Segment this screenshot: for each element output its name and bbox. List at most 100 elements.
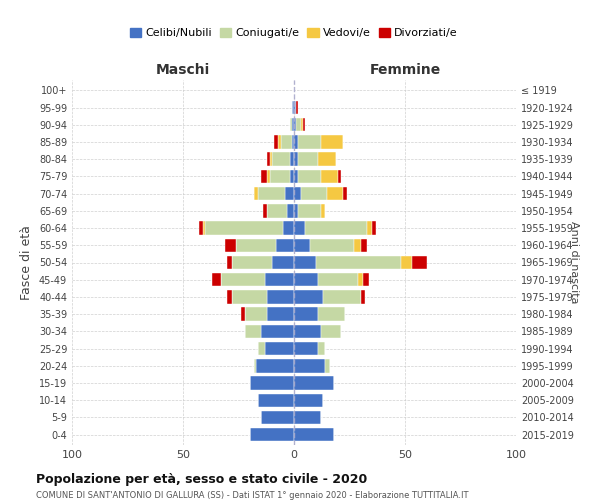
Bar <box>254 187 259 200</box>
Bar <box>199 222 203 235</box>
Bar <box>269 170 290 183</box>
Bar <box>259 187 285 200</box>
Bar <box>274 136 278 148</box>
Bar <box>323 290 361 304</box>
Bar <box>278 136 281 148</box>
Bar <box>319 342 325 355</box>
Bar <box>298 170 320 183</box>
Bar <box>265 342 294 355</box>
Bar <box>294 187 301 200</box>
Bar <box>281 136 292 148</box>
Bar <box>294 273 319 286</box>
Bar <box>316 256 401 269</box>
Bar <box>265 273 294 286</box>
Bar <box>260 170 268 183</box>
Bar <box>358 273 363 286</box>
Bar <box>292 101 294 114</box>
Bar <box>259 342 265 355</box>
Bar <box>361 290 365 304</box>
Bar <box>227 290 232 304</box>
Bar <box>294 238 310 252</box>
Bar <box>412 256 427 269</box>
Bar <box>290 118 292 132</box>
Bar <box>310 238 354 252</box>
Bar <box>294 152 298 166</box>
Bar <box>290 170 294 183</box>
Bar <box>250 376 294 390</box>
Bar <box>292 118 294 132</box>
Bar <box>260 324 294 338</box>
Bar <box>276 238 294 252</box>
Bar <box>320 204 325 218</box>
Bar <box>294 290 323 304</box>
Bar <box>305 222 367 235</box>
Bar <box>294 101 296 114</box>
Bar <box>294 376 334 390</box>
Bar <box>272 256 294 269</box>
Bar <box>241 308 245 321</box>
Bar <box>294 222 305 235</box>
Text: COMUNE DI SANT'ANTONIO DI GALLURA (SS) - Dati ISTAT 1° gennaio 2020 - Elaborazio: COMUNE DI SANT'ANTONIO DI GALLURA (SS) -… <box>36 491 469 500</box>
Bar <box>294 410 320 424</box>
Bar <box>319 308 345 321</box>
Bar <box>268 170 269 183</box>
Bar <box>260 410 294 424</box>
Bar <box>298 152 319 166</box>
Bar <box>268 204 287 218</box>
Bar <box>259 394 294 407</box>
Bar <box>294 428 334 442</box>
Bar <box>225 238 236 252</box>
Bar <box>372 222 376 235</box>
Bar <box>296 118 301 132</box>
Bar <box>303 118 305 132</box>
Bar <box>294 204 298 218</box>
Bar <box>294 118 296 132</box>
Bar <box>254 359 256 372</box>
Bar <box>269 152 272 166</box>
Bar <box>298 136 320 148</box>
Bar <box>325 359 329 372</box>
Bar <box>320 170 338 183</box>
Bar <box>203 222 205 235</box>
Bar <box>354 238 361 252</box>
Text: Femmine: Femmine <box>370 62 440 76</box>
Bar <box>294 256 316 269</box>
Bar <box>338 170 341 183</box>
Bar <box>301 187 328 200</box>
Bar <box>268 290 294 304</box>
Bar <box>298 204 320 218</box>
Bar <box>232 256 272 269</box>
Bar <box>287 204 294 218</box>
Y-axis label: Fasce di età: Fasce di età <box>20 225 33 300</box>
Bar <box>272 152 290 166</box>
Bar <box>319 273 358 286</box>
Bar <box>292 136 294 148</box>
Bar <box>319 152 336 166</box>
Bar <box>294 308 319 321</box>
Bar <box>296 101 298 114</box>
Bar <box>294 170 298 183</box>
Legend: Celibi/Nubili, Coniugati/e, Vedovi/e, Divorziati/e: Celibi/Nubili, Coniugati/e, Vedovi/e, Di… <box>126 24 462 43</box>
Bar <box>227 256 232 269</box>
Bar <box>294 394 323 407</box>
Bar <box>294 359 325 372</box>
Bar <box>212 273 221 286</box>
Bar <box>343 187 347 200</box>
Bar <box>283 222 294 235</box>
Bar <box>263 204 268 218</box>
Bar <box>236 238 276 252</box>
Bar <box>205 222 283 235</box>
Bar <box>221 273 265 286</box>
Bar <box>367 222 372 235</box>
Bar <box>290 152 294 166</box>
Bar <box>363 273 370 286</box>
Text: Maschi: Maschi <box>156 62 210 76</box>
Bar <box>320 136 343 148</box>
Bar <box>294 324 320 338</box>
Bar <box>256 359 294 372</box>
Bar <box>268 152 269 166</box>
Bar <box>294 342 319 355</box>
Bar <box>328 187 343 200</box>
Bar <box>245 324 260 338</box>
Y-axis label: Anni di nascita: Anni di nascita <box>569 221 579 304</box>
